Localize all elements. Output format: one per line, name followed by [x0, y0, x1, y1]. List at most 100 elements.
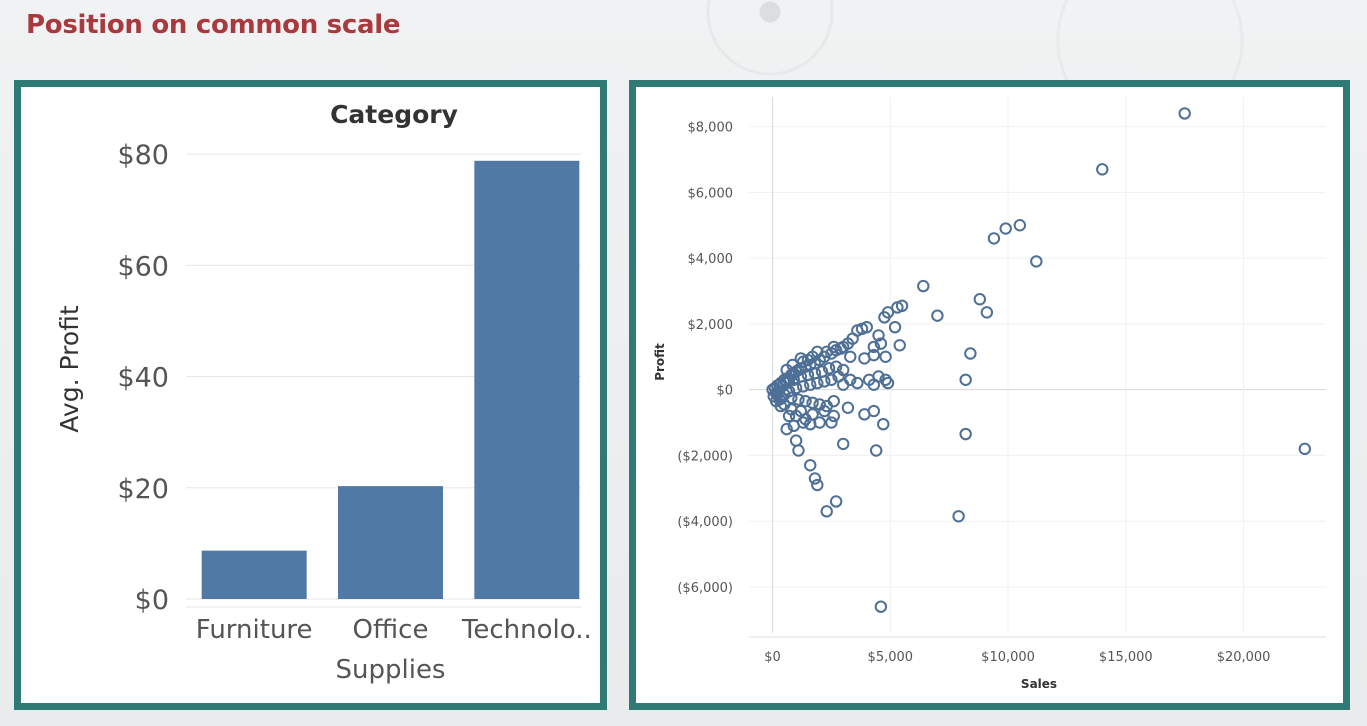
bar-category-label: Technolo.. — [461, 615, 592, 645]
scatter-point — [813, 398, 826, 411]
bar-y-tick-label: $20 — [117, 474, 169, 505]
scatter-point — [796, 380, 810, 393]
scatter-point — [874, 337, 888, 350]
bar-furniture — [201, 550, 307, 599]
scatter-point — [881, 376, 895, 390]
scatter-point — [891, 301, 904, 314]
scatter-point — [780, 422, 793, 436]
scatter-point — [851, 376, 864, 390]
scatter-x-tick-label: $0 — [764, 650, 781, 665]
scatter-point — [931, 309, 944, 322]
bar-y-tick-label: $40 — [117, 363, 169, 394]
bar-chart-panel: $0 $20 $40 $60 $80 Category Avg. Profit Furnitu… — [14, 80, 607, 710]
bar-y-axis-label: Avg. Profit — [55, 305, 84, 433]
scatter-point — [799, 413, 812, 426]
scatter-point — [794, 352, 808, 365]
scatter-point — [799, 394, 812, 408]
bar-technology — [474, 160, 580, 600]
scatter-point — [786, 358, 799, 372]
scatter-x-tick-label: $20,000 — [1217, 650, 1271, 665]
scatter-point — [952, 510, 965, 523]
scatter-point — [785, 391, 798, 405]
scatter-point — [813, 416, 826, 429]
scatter-point — [1013, 219, 1027, 232]
scatter-point — [917, 279, 930, 293]
scatter-point — [769, 394, 783, 408]
scatter-point — [858, 352, 871, 365]
scatter-point — [806, 396, 819, 410]
scatter-point — [787, 373, 800, 386]
scatter-point — [893, 339, 906, 352]
scatter-point — [987, 232, 1001, 245]
scatter-point — [1096, 163, 1109, 176]
scatter-point — [841, 401, 855, 414]
scatter-point — [973, 293, 986, 306]
scatter-point — [811, 345, 824, 359]
scatter-point — [808, 472, 822, 485]
scatter-point — [820, 505, 833, 518]
bar-chart: $0 $20 $40 $60 $80 Category Avg. Profit Furnitu… — [55, 100, 592, 685]
scatter-x-tick-label: $10,000 — [981, 650, 1035, 665]
scatter-point — [827, 409, 840, 423]
scatter-y-axis-label: Profit — [653, 343, 667, 381]
scatter-y-tick-label: $8,000 — [688, 121, 734, 136]
scatter-point — [888, 320, 902, 334]
scatter-point — [825, 416, 838, 429]
scatter-point — [832, 370, 845, 383]
scatter-chart-panel: ($6,000) ($4,000) ($2,000) $0 $2,000 $4,000 $6… — [629, 80, 1350, 710]
scatter-y-tick-label: ($4,000) — [677, 515, 733, 530]
scatter-point — [818, 375, 831, 388]
scatter-point — [867, 378, 881, 391]
slide-title: Position on common scale — [26, 10, 401, 40]
bar-office-supplies — [338, 486, 443, 599]
scatter-point — [822, 362, 836, 375]
bar-category-label: Supplies — [336, 655, 446, 685]
scatter-point — [1178, 107, 1191, 120]
scatter-point — [804, 459, 817, 472]
scatter-point — [827, 340, 840, 354]
scatter-chart: ($6,000) ($4,000) ($2,000) $0 $2,000 $4,000 $6… — [653, 97, 1326, 691]
bar-category-label: Office — [353, 615, 429, 645]
scatter-y-tick-label: $2,000 — [688, 318, 734, 333]
scatter-y-tick-label: $6,000 — [688, 186, 734, 201]
scatter-point — [867, 340, 881, 354]
scatter-point — [877, 417, 890, 431]
scatter-point — [811, 376, 824, 390]
scatter-point — [858, 408, 871, 421]
scatter-point — [782, 409, 796, 423]
scatter-point — [872, 329, 885, 342]
scatter-point — [811, 478, 824, 492]
scatter-point — [878, 311, 891, 324]
scatter-point — [789, 381, 803, 395]
bar-category-label: Furniture — [196, 615, 313, 645]
scatter-point — [999, 222, 1012, 235]
scatter-y-tick-label: ($2,000) — [677, 449, 733, 464]
scatter-point — [874, 600, 888, 613]
scatter-point — [980, 306, 994, 319]
scatter-x-tick-label: $5,000 — [868, 650, 914, 665]
scatter-point — [879, 350, 892, 363]
scatter-point — [825, 373, 838, 386]
scatter-x-axis-label: Sales — [1021, 677, 1057, 691]
scatter-point — [837, 437, 850, 451]
scatter-point — [773, 378, 786, 391]
scatter-point — [804, 378, 817, 391]
scatter-point — [844, 350, 857, 363]
scatter-point — [829, 495, 843, 508]
scatter-point — [834, 342, 848, 355]
scatter-x-tick-label: $15,000 — [1099, 650, 1153, 665]
bar-y-tick-label: $60 — [117, 251, 169, 282]
scatter-point — [959, 373, 972, 386]
scatter-point — [808, 367, 822, 380]
scatter-y-tick-label: ($6,000) — [677, 581, 733, 596]
scatter-point — [789, 434, 803, 447]
scatter-point — [1030, 255, 1043, 268]
scatter-point — [1298, 442, 1312, 456]
scatter-point — [959, 427, 972, 441]
scatter-point — [792, 393, 805, 406]
scatter-point — [869, 444, 883, 457]
scatter-point — [792, 444, 805, 457]
bar-y-tick-label: $0 — [135, 585, 169, 616]
scatter-point — [964, 347, 977, 360]
scatter-point — [780, 376, 793, 390]
